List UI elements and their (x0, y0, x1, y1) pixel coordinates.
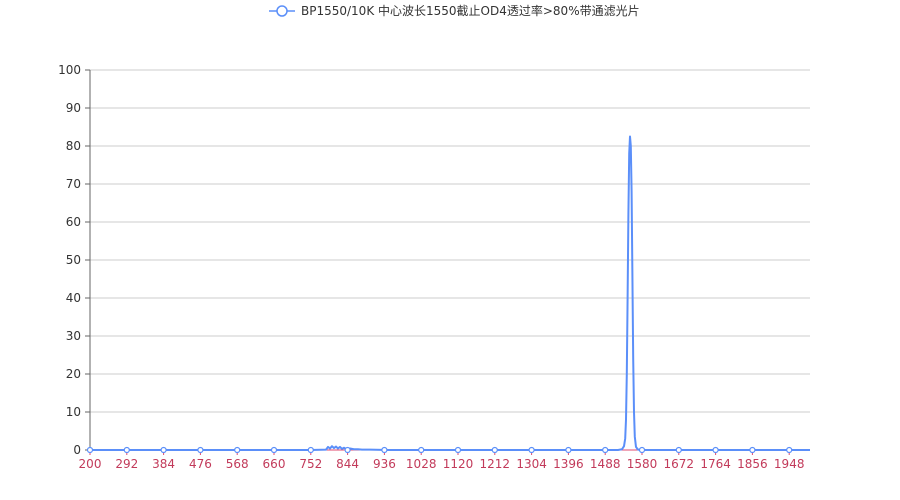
y-tick-label: 70 (66, 177, 81, 191)
data-point-marker[interactable] (565, 446, 572, 454)
data-point-marker[interactable] (786, 446, 793, 454)
y-tick-label: 0 (73, 443, 81, 457)
y-axis: 0 10 20 30 40 50 60 70 80 90 100 (58, 63, 91, 457)
data-point-marker[interactable] (86, 446, 94, 454)
data-point-marker[interactable] (307, 446, 314, 454)
y-tick-label: 20 (66, 367, 81, 381)
data-point-marker[interactable] (234, 446, 241, 454)
data-point-marker[interactable] (160, 446, 167, 454)
legend-label: BP1550/10K 中心波长1550截止OD4透过率>80%带通滤光片 (301, 3, 640, 18)
data-point-marker[interactable] (123, 446, 130, 454)
grid-lines (90, 69, 810, 451)
x-axis: 200 292 384 476 568 660 752 844 936 1028 1120 1212 1… (79, 449, 810, 471)
x-tick-label: 1396 (553, 457, 584, 471)
x-tick-label: 660 (263, 457, 286, 471)
data-point-marker[interactable] (749, 446, 756, 454)
x-tick-label: 1580 (627, 457, 658, 471)
data-point-marker[interactable] (675, 446, 682, 454)
x-tick-label: 1304 (516, 457, 547, 471)
data-point-marker[interactable] (418, 446, 425, 454)
data-point-marker[interactable] (197, 446, 204, 454)
x-tick-label: 752 (299, 457, 322, 471)
y-tick-label: 10 (66, 405, 81, 419)
legend[interactable]: BP1550/10K 中心波长1550截止OD4透过率>80%带通滤光片 (269, 3, 640, 18)
y-tick-label: 30 (66, 329, 81, 343)
x-tick-label: 292 (115, 457, 138, 471)
y-tick-label: 100 (58, 63, 81, 77)
data-point-marker[interactable] (270, 446, 278, 454)
x-tick-label: 1672 (664, 457, 695, 471)
x-tick-label: 568 (226, 457, 249, 471)
y-tick-label: 90 (66, 101, 81, 115)
x-tick-label: 1488 (590, 457, 621, 471)
data-point-marker[interactable] (712, 446, 719, 454)
x-tick-label: 1212 (480, 457, 511, 471)
x-tick-label: 476 (189, 457, 212, 471)
y-tick-label: 80 (66, 139, 81, 153)
legend-marker-circle (276, 5, 288, 17)
data-point-marker[interactable] (638, 446, 646, 454)
data-point-marker[interactable] (381, 446, 388, 454)
data-point-marker[interactable] (528, 446, 535, 454)
y-tick-label: 60 (66, 215, 81, 229)
series-layer (86, 135, 810, 454)
data-point-marker[interactable] (344, 446, 351, 454)
x-tick-label: 1120 (443, 457, 474, 471)
x-tick-label: 936 (373, 457, 396, 471)
data-point-marker[interactable] (454, 446, 462, 454)
y-tick-label: 50 (66, 253, 81, 267)
series-line[interactable] (90, 135, 810, 451)
x-tick-label: 200 (79, 457, 102, 471)
x-tick-label: 384 (152, 457, 175, 471)
x-tick-label: 1028 (406, 457, 437, 471)
x-tick-label: 1856 (737, 457, 768, 471)
data-point-marker[interactable] (602, 446, 609, 454)
x-tick-label: 1948 (774, 457, 805, 471)
data-point-marker[interactable] (491, 446, 498, 454)
x-tick-label: 1764 (700, 457, 731, 471)
y-tick-label: 40 (66, 291, 81, 305)
x-tick-label: 844 (336, 457, 359, 471)
